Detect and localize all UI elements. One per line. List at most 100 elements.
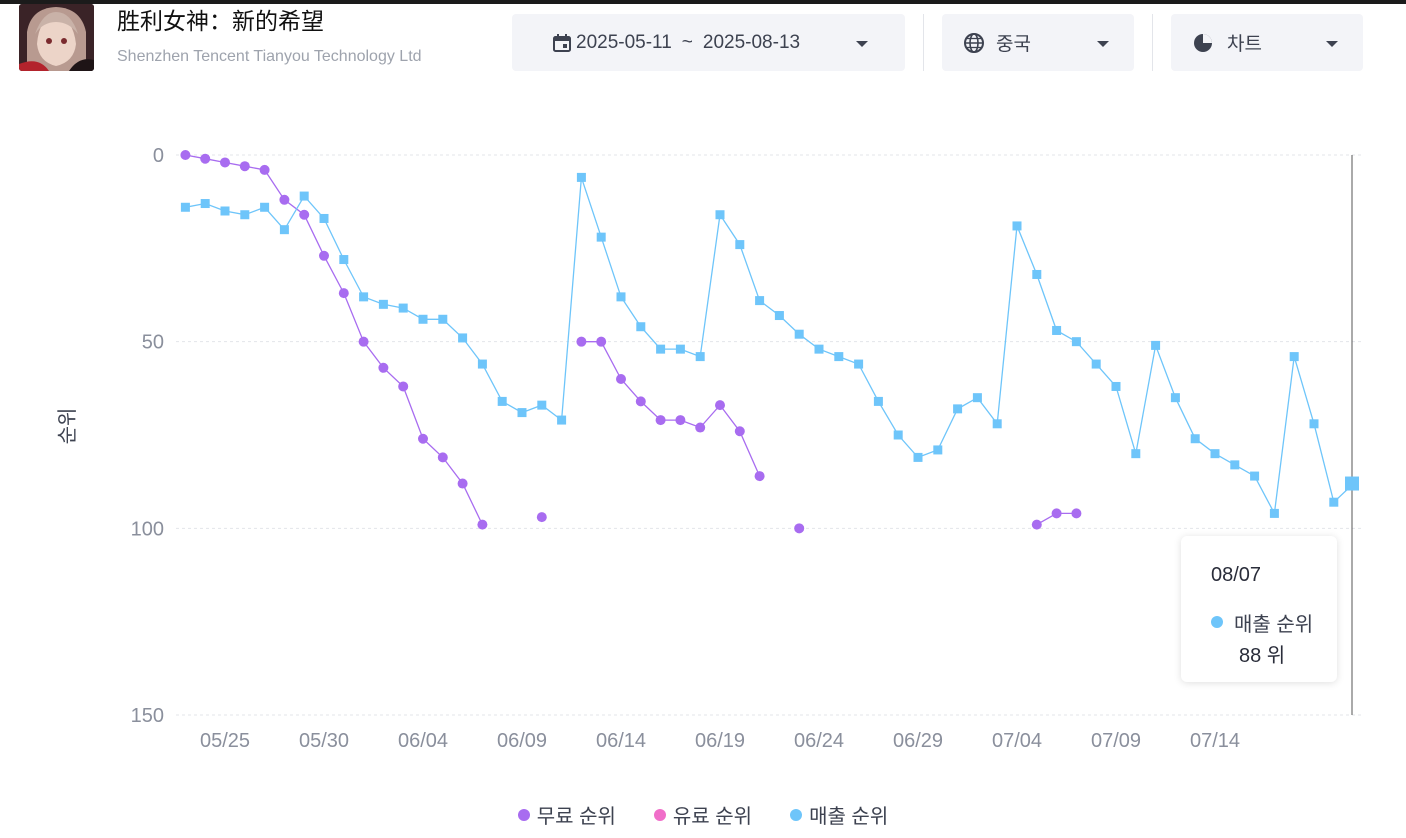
top-border	[0, 0, 1406, 4]
data-point	[398, 303, 408, 313]
y-tick-label: 0	[153, 145, 164, 167]
divider	[1152, 14, 1153, 71]
data-point	[299, 209, 310, 220]
legend-label: 유료 순위	[672, 806, 753, 828]
data-point	[774, 311, 784, 321]
tooltip-date: 08/07	[1211, 564, 1262, 586]
data-point	[259, 164, 270, 175]
data-point	[378, 299, 388, 309]
x-tick-label: 07/04	[992, 730, 1042, 752]
data-point	[418, 433, 428, 444]
caret-down-icon	[1097, 41, 1109, 47]
data-point	[457, 478, 468, 489]
data-point	[517, 408, 527, 418]
data-point	[200, 199, 210, 209]
data-point	[319, 213, 329, 223]
x-tick-label: 06/29	[893, 730, 943, 752]
app-icon	[19, 4, 94, 71]
data-point	[200, 153, 211, 164]
data-point	[616, 292, 626, 302]
date-range-picker[interactable]: 2025-05-11 ~ 2025-08-13	[512, 14, 905, 71]
data-point	[972, 393, 982, 403]
data-point	[1170, 393, 1180, 403]
data-point	[339, 255, 349, 265]
data-point	[1230, 460, 1240, 470]
data-point	[477, 519, 488, 530]
y-tick-label: 150	[131, 705, 164, 727]
data-point	[398, 381, 409, 392]
data-point	[220, 206, 230, 216]
data-point	[458, 333, 468, 343]
data-point	[992, 419, 1002, 429]
data-point	[1309, 419, 1319, 429]
legend-item[interactable]: 유료 순위	[653, 800, 753, 829]
tooltip-series-name: 매출 순위	[1234, 614, 1314, 636]
caret-down-icon	[856, 41, 868, 47]
data-point	[596, 336, 607, 347]
data-point	[953, 404, 963, 414]
data-point	[239, 161, 250, 172]
data-point	[497, 396, 507, 406]
data-point	[180, 150, 191, 160]
x-tick-label: 07/09	[1091, 730, 1141, 752]
data-point	[814, 344, 824, 354]
data-point	[794, 523, 805, 534]
data-point	[1269, 508, 1279, 518]
data-point	[338, 288, 349, 299]
data-point	[319, 250, 329, 261]
data-point	[1250, 471, 1260, 481]
date-from: 2025-05-11	[576, 31, 672, 53]
data-point	[438, 314, 448, 324]
x-tick-label: 05/30	[299, 730, 349, 752]
data-point	[1052, 325, 1062, 335]
data-point	[675, 344, 685, 354]
globe-icon	[964, 32, 984, 53]
data-point	[933, 445, 943, 455]
country-select[interactable]: 중국	[942, 14, 1134, 71]
divider	[923, 14, 924, 71]
data-point	[536, 512, 547, 523]
legend-label: 매출 순위	[809, 806, 889, 828]
x-tick-label: 06/09	[497, 730, 547, 752]
data-point	[1071, 337, 1081, 347]
data-point	[715, 400, 725, 411]
pie-chart-icon	[1194, 33, 1212, 52]
data-point	[854, 359, 864, 369]
app-title: 胜利女神：新的希望	[117, 8, 324, 34]
data-point	[1210, 449, 1220, 459]
data-point	[675, 415, 686, 426]
data-point	[695, 352, 705, 362]
y-tick-label: 100	[131, 518, 164, 540]
y-axis-label: 순위	[55, 408, 79, 445]
data-point	[1091, 359, 1101, 369]
data-point	[1012, 221, 1022, 231]
y-tick-label: 50	[142, 332, 164, 354]
data-point	[913, 452, 923, 462]
data-point	[596, 232, 606, 242]
data-point	[537, 400, 547, 410]
legend-marker	[517, 808, 530, 821]
data-point	[794, 329, 804, 339]
view-label: 차트	[1227, 34, 1262, 55]
chart-tooltip: 08/07 매출 순위 88 위	[1181, 536, 1337, 682]
data-point	[1032, 269, 1042, 279]
legend-item[interactable]: 무료 순위	[517, 800, 616, 829]
x-tick-label: 06/04	[398, 730, 448, 752]
data-point	[437, 452, 448, 463]
data-point	[220, 157, 230, 168]
legend-item[interactable]: 매출 순위	[790, 800, 888, 829]
data-point	[299, 191, 309, 201]
data-point	[1111, 381, 1121, 391]
data-point	[240, 210, 250, 220]
data-point	[873, 396, 883, 406]
data-point	[754, 471, 765, 482]
view-select[interactable]: 차트	[1171, 14, 1363, 71]
legend-marker	[790, 808, 803, 821]
data-point	[715, 210, 725, 220]
data-point	[735, 240, 745, 250]
series-line	[185, 154, 483, 525]
legend-label: 무료 순위	[536, 806, 616, 828]
data-point	[1289, 352, 1299, 362]
date-to: 2025-08-13	[702, 31, 801, 53]
